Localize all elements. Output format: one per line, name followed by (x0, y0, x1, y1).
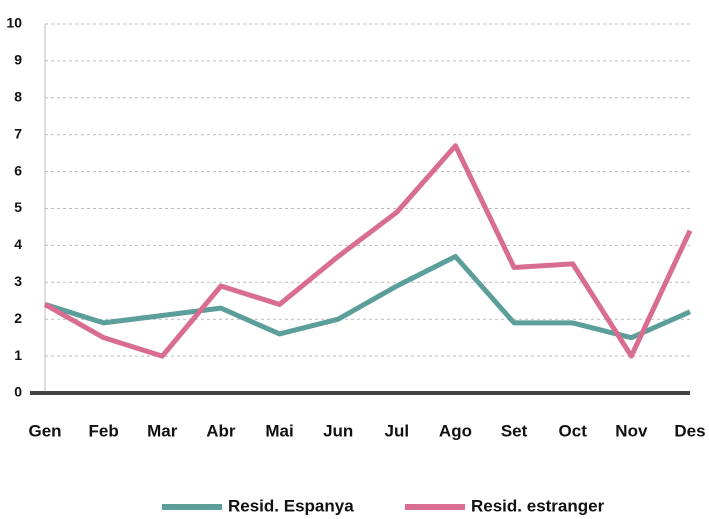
x-tick-label: Gen (28, 421, 61, 440)
x-tick-label: Mar (147, 421, 178, 440)
x-tick-label: Feb (89, 421, 119, 440)
x-tick-label: Mai (265, 421, 293, 440)
y-tick-label: 9 (14, 52, 22, 68)
y-tick-label: 7 (14, 125, 22, 141)
legend-label: Resid. estranger (471, 496, 605, 515)
x-tick-label: Abr (206, 421, 236, 440)
y-tick-label: 2 (14, 310, 22, 326)
x-tick-label: Jun (323, 421, 353, 440)
y-tick-label: 5 (14, 199, 22, 215)
y-tick-label: 4 (14, 236, 22, 252)
line-series (44, 253, 692, 341)
x-tick-label: Set (501, 421, 528, 440)
y-tick-label: 3 (14, 273, 22, 289)
x-tick-label: Des (674, 421, 705, 440)
y-tick-label: 8 (14, 89, 22, 105)
x-tick-label: Ago (439, 421, 472, 440)
y-tick-label: 0 (14, 384, 22, 400)
y-tick-label: 10 (6, 15, 22, 31)
x-tick-label: Oct (559, 421, 588, 440)
y-tick-label: 1 (14, 347, 22, 363)
x-tick-label: Nov (615, 421, 648, 440)
x-tick-label: Jul (385, 421, 410, 440)
legend-label: Resid. Espanya (228, 496, 354, 515)
y-tick-label: 6 (14, 162, 22, 178)
line-series (43, 143, 693, 359)
